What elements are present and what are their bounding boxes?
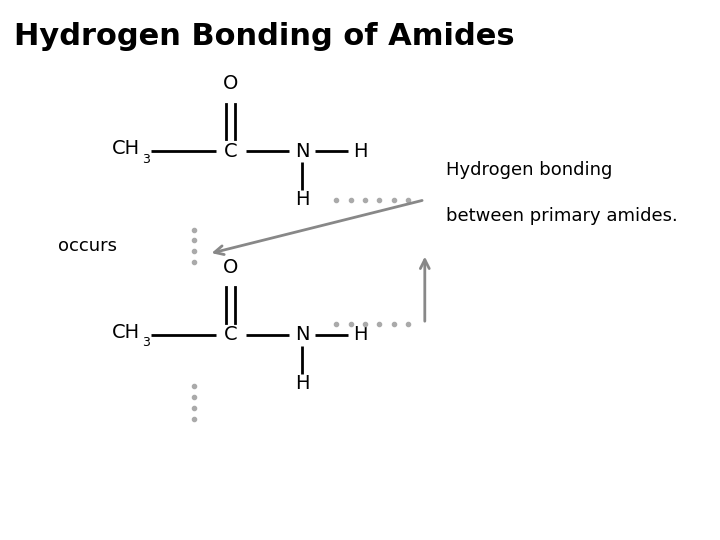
Text: H: H [295, 190, 310, 210]
Text: N: N [295, 141, 310, 161]
Text: C: C [224, 141, 237, 161]
Text: H: H [353, 325, 367, 345]
Text: Hydrogen Bonding of Amides: Hydrogen Bonding of Amides [14, 22, 515, 51]
Text: 3: 3 [143, 153, 150, 166]
Text: 3: 3 [143, 336, 150, 349]
Text: H: H [353, 141, 367, 161]
Text: C: C [224, 325, 237, 345]
Text: H: H [295, 374, 310, 393]
Text: O: O [222, 258, 238, 277]
Text: CH: CH [112, 322, 140, 342]
Text: N: N [295, 325, 310, 345]
Text: between primary amides.: between primary amides. [446, 207, 678, 225]
Text: O: O [222, 74, 238, 93]
Text: occurs: occurs [58, 237, 117, 255]
Text: Hydrogen bonding: Hydrogen bonding [446, 161, 613, 179]
Text: CH: CH [112, 139, 140, 158]
